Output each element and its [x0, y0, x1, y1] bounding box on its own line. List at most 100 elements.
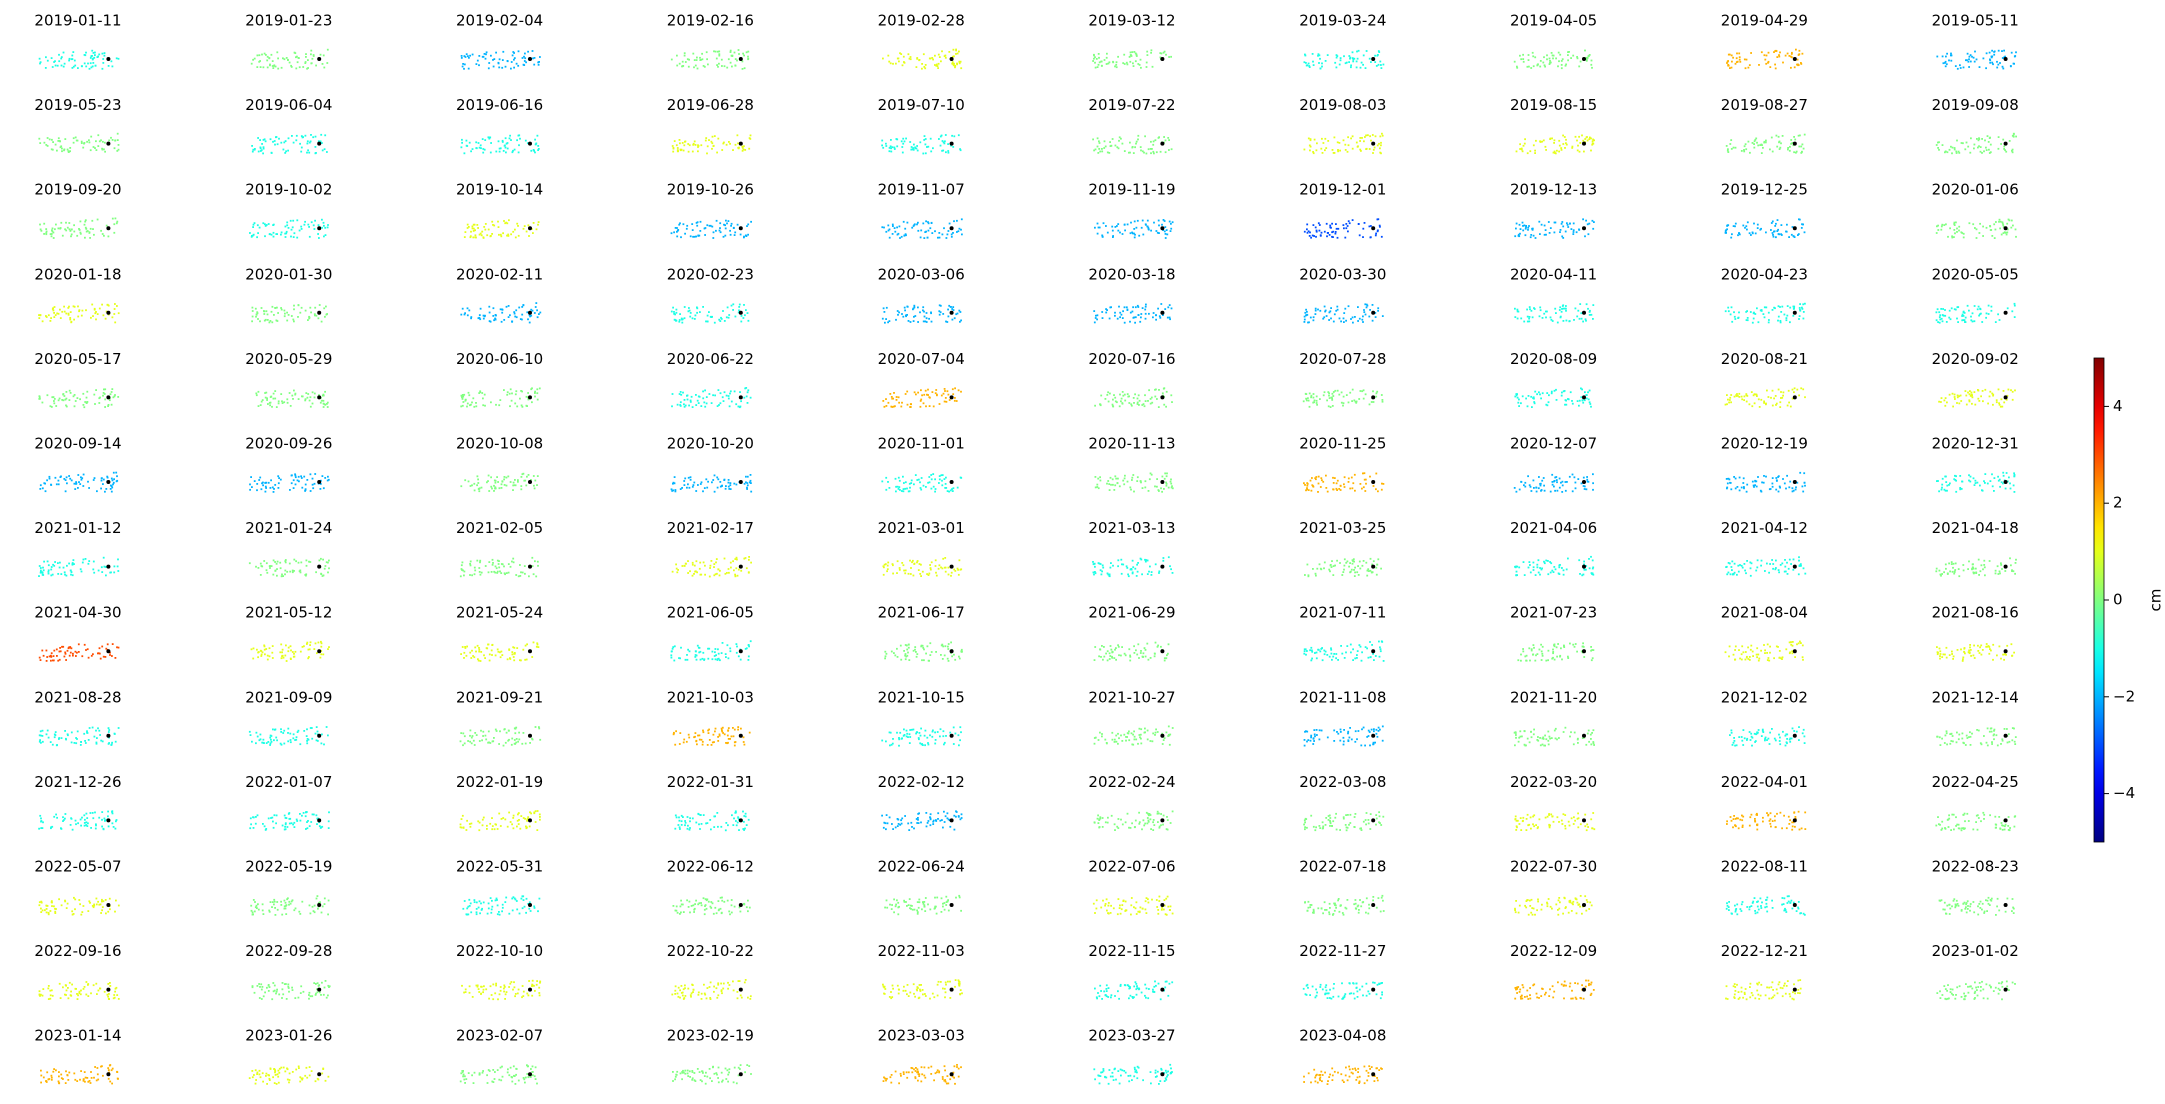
point: [1098, 148, 1101, 150]
point: [1977, 397, 1980, 400]
point: [683, 144, 686, 147]
point: [483, 148, 486, 151]
point: [1372, 390, 1374, 393]
point: [945, 400, 948, 403]
point: [1540, 223, 1543, 226]
point: [529, 315, 531, 318]
point: [679, 401, 682, 404]
point: [1518, 223, 1521, 226]
point: [1136, 397, 1139, 400]
point: [1311, 477, 1313, 479]
point: [85, 230, 88, 233]
point: [252, 233, 255, 236]
point: [1319, 398, 1321, 400]
point: [1978, 145, 1980, 148]
point: [1112, 405, 1115, 408]
point: [951, 134, 953, 137]
panel-title: 2019-06-28: [667, 96, 754, 114]
point: [477, 317, 480, 320]
point: [926, 573, 928, 575]
point: [682, 223, 685, 226]
point: [1991, 49, 1993, 52]
point: [715, 57, 718, 60]
point: [686, 398, 689, 401]
point: [284, 232, 287, 235]
point: [681, 565, 684, 567]
point: [1092, 561, 1094, 563]
point: [688, 404, 690, 407]
point: [1800, 152, 1803, 154]
point: [695, 404, 698, 406]
point: [1525, 225, 1527, 227]
point: [1963, 312, 1966, 314]
point: [1588, 558, 1590, 560]
point: [931, 391, 934, 393]
point: [1565, 138, 1567, 141]
point: [1955, 152, 1958, 154]
point: [678, 139, 681, 141]
point: [890, 405, 893, 408]
point: [1953, 221, 1956, 224]
point: [478, 316, 481, 319]
point: [1788, 486, 1791, 489]
point: [902, 137, 905, 140]
point: [1543, 56, 1545, 59]
point: [953, 220, 955, 223]
point: [1524, 485, 1527, 488]
point: [1798, 556, 1800, 559]
point: [1779, 486, 1781, 489]
point: [1131, 479, 1133, 481]
point: [1944, 314, 1947, 317]
point: [910, 148, 913, 151]
point: [484, 228, 487, 231]
point: [323, 235, 325, 238]
point: [327, 571, 329, 574]
point: [1356, 50, 1358, 53]
point: [41, 572, 44, 574]
point: [1548, 394, 1550, 397]
point: [1800, 387, 1803, 390]
point: [1773, 51, 1775, 53]
point: [718, 50, 721, 53]
point: [472, 236, 475, 239]
point: [1753, 393, 1756, 396]
point: [914, 315, 917, 317]
point: [1364, 313, 1367, 316]
panel: 2019-03-24: [1299, 12, 1386, 70]
point: [525, 484, 528, 487]
point: [534, 395, 536, 398]
point: [470, 403, 472, 406]
point: [1768, 319, 1770, 321]
point: [1096, 318, 1098, 321]
point: [681, 487, 683, 489]
point: [286, 224, 289, 227]
point: [670, 232, 673, 235]
point: [64, 398, 67, 401]
point: [95, 140, 97, 143]
panel: 2019-09-08: [1932, 96, 2019, 155]
point: [536, 475, 539, 477]
point: [1138, 234, 1141, 237]
point: [1593, 221, 1595, 223]
point: [1780, 224, 1783, 226]
point: [60, 475, 62, 478]
point: [60, 64, 63, 67]
point: [691, 223, 694, 225]
point: [102, 556, 105, 559]
point: [1315, 229, 1318, 232]
point: [718, 318, 721, 321]
panel: 2020-09-02: [1932, 350, 2019, 408]
point: [1537, 559, 1540, 562]
point: [1559, 229, 1562, 231]
point: [1753, 486, 1755, 488]
point: [1976, 481, 1979, 484]
point: [1108, 317, 1111, 320]
point: [1580, 312, 1583, 315]
point: [492, 224, 494, 226]
point: [282, 575, 284, 577]
point: [738, 309, 740, 312]
point: [881, 480, 884, 483]
point: [1375, 573, 1378, 576]
point: [1355, 141, 1358, 144]
panel: 2020-07-28: [1299, 350, 1386, 408]
